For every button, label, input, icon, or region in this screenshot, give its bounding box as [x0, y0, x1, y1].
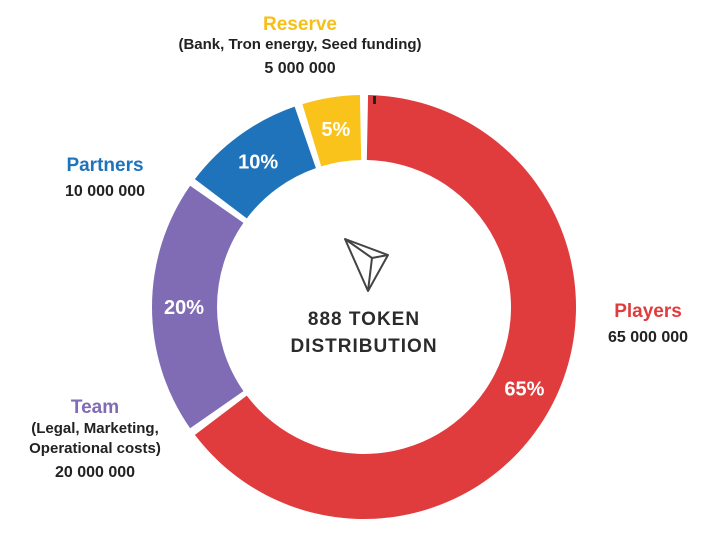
- legend-amount-players: 65 000 000: [607, 329, 689, 347]
- legend-amount-reserve: 5 000 000: [264, 60, 336, 78]
- ring-marker: [373, 96, 376, 104]
- legend-amount-partners: 10 000 000: [64, 183, 146, 201]
- legend-name-team: Team: [70, 397, 120, 418]
- slice-partners: [194, 106, 316, 219]
- legend-description-team-line-2: Operational costs): [29, 439, 161, 457]
- legend-label-players: Players 65 000 000: [588, 300, 708, 348]
- slice-percent-label-players: 65%: [504, 379, 544, 401]
- slice-percent-label-partners: 10%: [238, 151, 278, 173]
- legend-label-partners: Partners 10 000 000: [40, 154, 170, 202]
- slice-reserve: [302, 95, 362, 167]
- slice-percent-label-team: 20%: [164, 297, 204, 319]
- legend-amount-team: 20 000 000: [54, 464, 136, 482]
- slice-team: [151, 185, 244, 429]
- legend-name-partners: Partners: [66, 155, 144, 176]
- center-title-line-2: DISTRIBUTION: [290, 336, 437, 357]
- legend-label-team: Team (Legal, Marketing, Operational cost…: [10, 396, 180, 483]
- slice-players: [194, 95, 576, 520]
- legend-description-reserve: (Bank, Tron energy, Seed funding): [178, 36, 422, 54]
- legend-name-players: Players: [614, 301, 682, 322]
- tron-logo-icon: [344, 238, 389, 292]
- slice-percent-label-reserve: 5%: [321, 119, 350, 141]
- center-title-line-1: 888 TOKEN: [308, 309, 420, 330]
- legend-label-reserve: Reserve (Bank, Tron energy, Seed funding…: [150, 13, 450, 79]
- legend-description-team-line-1: (Legal, Marketing,: [31, 420, 159, 438]
- legend-name-reserve: Reserve: [263, 14, 337, 35]
